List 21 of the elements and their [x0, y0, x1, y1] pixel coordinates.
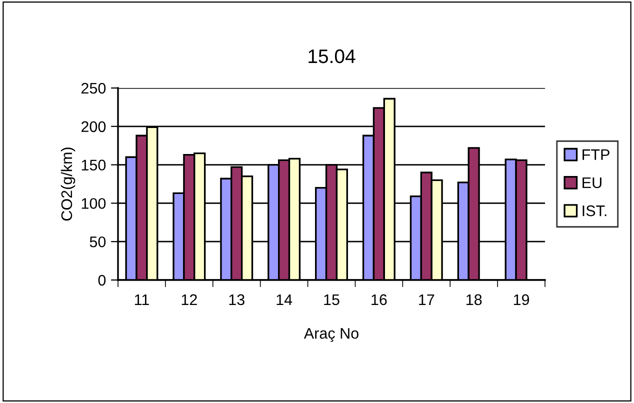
x-tick-label: 16	[372, 294, 387, 306]
legend-label: IST.	[582, 205, 606, 216]
legend-label: EU	[582, 177, 602, 188]
x-tick-label: 19	[514, 294, 530, 306]
chart-title: 15.04	[308, 49, 356, 64]
y-tick-label: 50	[90, 236, 106, 248]
x-axis-title: Araç No	[304, 328, 358, 342]
x-tick-label: 12	[182, 294, 197, 305]
y-tick-label: 0	[98, 274, 106, 286]
y-axis-title: CO2(g/km)	[60, 148, 76, 221]
x-tick-label: 11	[134, 294, 149, 305]
legend-label: FTP	[582, 149, 610, 160]
x-tick-label: 17	[419, 294, 434, 305]
y-tick-label: 150	[82, 160, 106, 170]
x-tick-label: 14	[276, 294, 292, 305]
x-tick-label: 13	[229, 294, 244, 306]
y-tick-label: 100	[82, 198, 106, 209]
x-tick-label: 15	[324, 294, 340, 306]
y-tick-label: 200	[81, 121, 106, 132]
x-tick-label: 18	[466, 294, 482, 306]
y-tick-label: 250	[81, 82, 106, 94]
